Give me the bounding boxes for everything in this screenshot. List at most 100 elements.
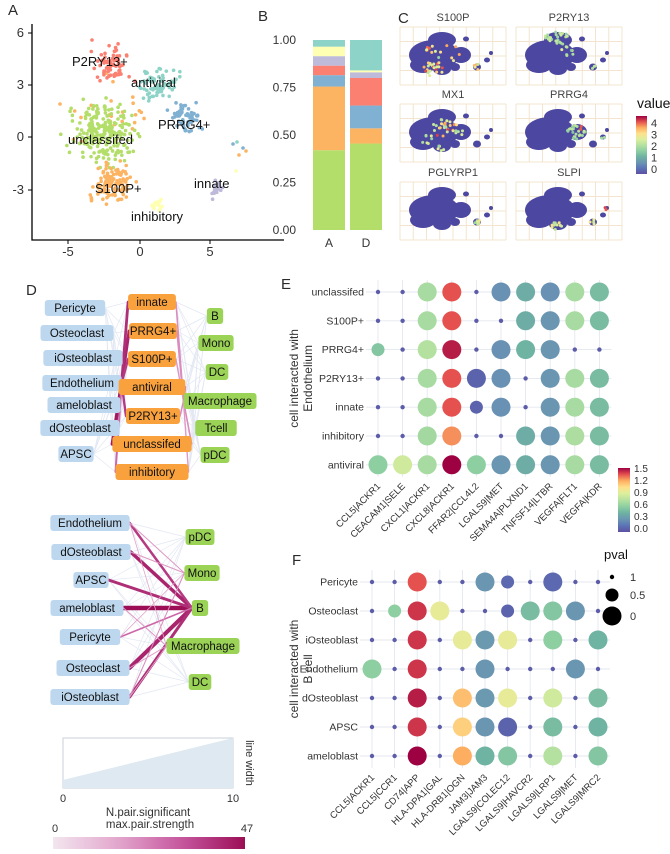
- dotplot-endothelium: unclassifed S100P+ PRRG4+ P2RY13+ innate inhi…: [287, 280, 648, 544]
- svg-text:Tcell: Tcell: [204, 423, 227, 435]
- panel-letter-a: A: [8, 2, 19, 19]
- svg-text:dOsteoblast: dOsteoblast: [49, 423, 111, 435]
- svg-text:1.5: 1.5: [634, 464, 648, 475]
- svg-text:0: 0: [52, 823, 58, 835]
- svg-text:Endothelium: Endothelium: [300, 664, 359, 676]
- svg-text:1.2: 1.2: [634, 476, 648, 487]
- svg-text:innate: innate: [136, 297, 167, 309]
- svg-text:47: 47: [241, 823, 253, 835]
- svg-text:0: 0: [651, 164, 657, 176]
- svg-text:4: 4: [651, 118, 657, 130]
- svg-text:APSC: APSC: [329, 722, 358, 734]
- svg-text:0.0: 0.0: [634, 524, 648, 535]
- svg-text:PRRG4: PRRG4: [550, 89, 588, 101]
- svg-text:MX1: MX1: [442, 89, 465, 101]
- svg-text:0.9: 0.9: [634, 488, 648, 499]
- svg-text:2: 2: [651, 141, 657, 153]
- dotplot-bcell: Pericyte Osteoclast iOsteoblast Endothelium…: [287, 547, 645, 838]
- svg-text:PRRG4+: PRRG4+: [322, 344, 364, 356]
- svg-text:Mono: Mono: [202, 338, 231, 350]
- svg-text:DC: DC: [192, 677, 209, 689]
- panel-letter-e: E: [281, 276, 292, 293]
- svg-text:ameloblast: ameloblast: [56, 400, 112, 412]
- svg-text:innate: innate: [194, 176, 229, 191]
- svg-text:0.75: 0.75: [273, 81, 297, 95]
- panel-letter-f: F: [292, 552, 302, 569]
- svg-text:iOsteoblast: iOsteoblast: [54, 353, 112, 365]
- svg-text:Osteoclast: Osteoclast: [66, 663, 121, 675]
- svg-text:1: 1: [630, 572, 636, 584]
- svg-text:APSC: APSC: [75, 575, 106, 587]
- svg-text:dOsteoblast: dOsteoblast: [302, 693, 358, 705]
- stacked-bar-chart: 1.00 0.75 0.50 0.25 0.00 A D: [273, 33, 382, 250]
- svg-text:D: D: [362, 236, 371, 250]
- svg-text:0: 0: [60, 793, 66, 805]
- svg-text:P2RY13+: P2RY13+: [319, 373, 364, 385]
- svg-text:0: 0: [17, 129, 24, 144]
- panel-letter-b: B: [258, 8, 269, 25]
- svg-text:unclassifed: unclassifed: [311, 287, 364, 299]
- svg-text:S100P: S100P: [436, 12, 469, 24]
- svg-text:3: 3: [17, 77, 24, 92]
- svg-text:N.pair.significant: N.pair.significant: [106, 807, 191, 819]
- svg-text:A: A: [325, 236, 333, 250]
- svg-text:ameloblast: ameloblast: [59, 603, 115, 615]
- svg-text:pval: pval: [604, 547, 628, 562]
- svg-text:10: 10: [227, 793, 239, 805]
- svg-text:Endothelium: Endothelium: [50, 378, 114, 390]
- svg-text:APSC: APSC: [60, 449, 91, 461]
- svg-text:line width: line width: [243, 740, 255, 786]
- svg-text:B: B: [211, 311, 219, 323]
- interaction-networks: Pericyte Osteoclast iOsteoblast Endothelium…: [40, 294, 257, 849]
- svg-text:0.00: 0.00: [273, 223, 297, 237]
- svg-text:P2RY13: P2RY13: [549, 12, 590, 24]
- svg-text:0.6: 0.6: [634, 500, 648, 511]
- svg-text:Mono: Mono: [188, 568, 217, 580]
- svg-text:1: 1: [651, 153, 657, 165]
- svg-text:Pericyte: Pericyte: [69, 632, 111, 644]
- svg-text:unclassifed: unclassifed: [68, 132, 133, 147]
- svg-text:Osteoclast: Osteoclast: [308, 606, 358, 618]
- svg-text:0: 0: [630, 611, 636, 623]
- svg-text:innate: innate: [335, 402, 364, 414]
- svg-text:iOsteoblast: iOsteoblast: [305, 635, 358, 647]
- svg-text:3: 3: [651, 130, 657, 142]
- svg-text:Macrophage: Macrophage: [171, 641, 235, 653]
- svg-text:iOsteoblast: iOsteoblast: [61, 692, 119, 704]
- svg-text:antiviral: antiviral: [132, 382, 172, 394]
- panel-letter-c: C: [398, 10, 409, 27]
- svg-text:0.25: 0.25: [273, 176, 297, 190]
- svg-text:S100P+: S100P+: [131, 354, 173, 366]
- svg-text:Pericyte: Pericyte: [320, 577, 358, 589]
- svg-text:P2RY13+: P2RY13+: [72, 54, 128, 69]
- svg-text:-5: -5: [62, 244, 74, 258]
- umap-cluster-plot: 6 3 0 -3 -5 0 5 P2RY13+antiviral PRRG4+ unclassif…: [12, 24, 284, 258]
- svg-text:PRRG4+: PRRG4+: [158, 117, 210, 132]
- svg-text:SLPI: SLPI: [557, 167, 581, 179]
- svg-text:0.5: 0.5: [630, 590, 645, 602]
- svg-text:6: 6: [17, 25, 24, 40]
- svg-text:Macrophage: Macrophage: [188, 396, 252, 408]
- svg-text:unclassifed: unclassifed: [123, 439, 181, 451]
- svg-text:pDC: pDC: [188, 532, 211, 544]
- svg-text:P2RY13+: P2RY13+: [128, 411, 178, 423]
- svg-text:S100P+: S100P+: [95, 181, 142, 196]
- svg-text:pDC: pDC: [203, 450, 226, 462]
- svg-text:inhibitory: inhibitory: [129, 467, 175, 479]
- svg-text:Pericyte: Pericyte: [54, 303, 96, 315]
- svg-text:B cell: B cell: [301, 654, 315, 683]
- svg-text:ameloblast: ameloblast: [307, 751, 358, 763]
- svg-text:0: 0: [136, 244, 143, 258]
- svg-text:antiviral: antiviral: [131, 75, 176, 90]
- svg-text:1.00: 1.00: [273, 33, 297, 47]
- svg-text:Endothelium: Endothelium: [58, 518, 122, 530]
- svg-text:value: value: [637, 95, 670, 111]
- svg-text:max.pair.strength: max.pair.strength: [106, 819, 194, 831]
- svg-text:DC: DC: [209, 367, 226, 379]
- svg-text:0.3: 0.3: [634, 512, 648, 523]
- svg-text:B: B: [196, 603, 204, 615]
- svg-text:PRRG4+: PRRG4+: [130, 326, 177, 338]
- svg-text:S100P+: S100P+: [326, 315, 364, 327]
